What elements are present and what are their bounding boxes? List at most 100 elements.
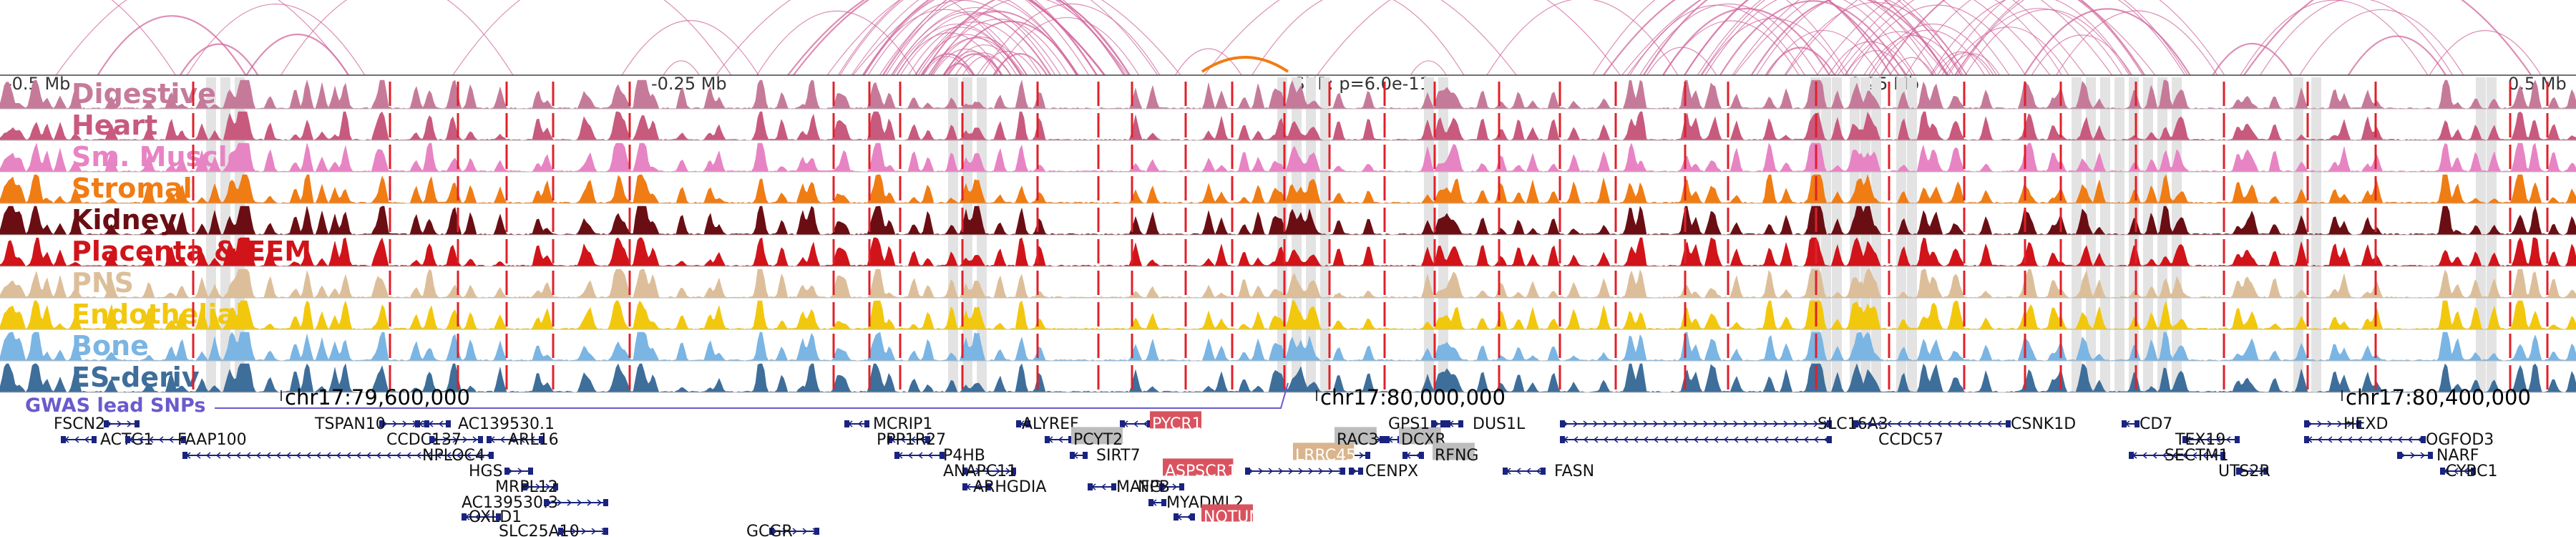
strand-chevron: [1058, 436, 1063, 443]
strand-chevron: [975, 483, 981, 490]
strand-chevron: [1573, 420, 1579, 427]
strand-chevron: [195, 452, 201, 459]
strand-chevron: [2142, 452, 2147, 459]
gene-label: RAC3: [1337, 431, 1378, 449]
gene-anapc11: ANAPC11: [943, 463, 1017, 480]
strand-chevron: [74, 436, 79, 443]
loop-arc: [1828, 41, 1913, 76]
strand-chevron: [1318, 468, 1324, 475]
strand-chevron: [205, 452, 211, 459]
track-pns: PNS: [0, 267, 2576, 299]
exon: [2135, 420, 2140, 427]
exon: [2471, 468, 2476, 475]
loop-arc: [1834, 0, 2062, 76]
strand-chevron: [1803, 436, 1809, 443]
exon: [1045, 436, 1050, 443]
gene-label: CCDC137: [386, 431, 462, 449]
exon: [379, 420, 384, 427]
strand-chevron: [476, 452, 482, 459]
strand-chevron: [1328, 468, 1334, 475]
strand-chevron: [1613, 436, 1619, 443]
strand-chevron: [1298, 468, 1304, 475]
gene-label: LRRC45: [1295, 447, 1356, 465]
gene-label: AC139530.3: [462, 494, 558, 512]
exon: [1385, 436, 1390, 443]
strand-chevron: [127, 420, 132, 427]
exon: [1431, 420, 1436, 427]
strand-chevron: [1946, 420, 1952, 427]
exon: [1159, 483, 1164, 490]
loop-arc: [923, 56, 971, 76]
strand-chevron: [535, 483, 541, 490]
loop-arc: [1204, 0, 1517, 76]
loop-arc: [1317, 0, 1621, 76]
exon: [181, 436, 186, 443]
strand-chevron: [2347, 420, 2353, 427]
loop-arc: [896, 32, 1003, 76]
gene-label: NARF: [2436, 447, 2479, 465]
exon: [522, 483, 527, 490]
strand-chevron: [1733, 420, 1739, 427]
strand-chevron: [927, 452, 933, 459]
gene-label: HGS: [469, 463, 503, 480]
gene-label: MAFG: [1116, 478, 1162, 496]
track-label: Heart: [72, 110, 157, 141]
exon: [1179, 483, 1184, 490]
strand-chevron: [1773, 420, 1779, 427]
strand-chevron: [1101, 483, 1106, 490]
exon: [2006, 420, 2011, 427]
strand-chevron: [1916, 420, 1922, 427]
track-label: Endothelial: [72, 299, 245, 330]
strand-chevron: [402, 420, 408, 427]
strand-chevron: [1703, 420, 1709, 427]
strand-chevron: [2225, 436, 2231, 443]
strand-chevron: [917, 452, 923, 459]
strand-chevron: [2205, 436, 2211, 443]
strand-chevron: [1793, 420, 1799, 427]
strand-chevron: [296, 452, 301, 459]
strand-chevron: [428, 420, 434, 427]
loop-arc: [1719, 0, 1907, 76]
gene-highlight-box: [1399, 427, 1441, 445]
exon: [1147, 420, 1152, 427]
loop-arc: [1592, 0, 1849, 76]
gene-ogfod3: OGFOD3: [2304, 431, 2494, 449]
gene-label: ARL16: [508, 431, 559, 449]
strand-chevron: [2182, 452, 2187, 459]
loop-arc: [852, 0, 1181, 76]
gene-aspscr1: ASPSCR1: [1163, 458, 1345, 480]
strand-chevron: [1623, 420, 1629, 427]
gene-highlight-box: [1335, 427, 1377, 445]
strand-chevron: [462, 436, 468, 443]
gene-label: TEX19: [2175, 431, 2225, 449]
strand-chevron: [286, 452, 291, 459]
loop-arc: [955, 52, 1012, 76]
strand-chevron: [1613, 420, 1619, 427]
strand-chevron: [474, 513, 480, 521]
exon: [1349, 468, 1354, 475]
exon: [553, 483, 558, 490]
strand-chevron: [1573, 436, 1579, 443]
strand-chevron: [1693, 436, 1699, 443]
strand-chevron: [857, 420, 863, 427]
signal-area: [0, 300, 2576, 330]
strand-chevron: [2347, 436, 2353, 443]
loop-arc: [621, 20, 759, 76]
strand-chevron: [1643, 436, 1649, 443]
gene-sectm1: SECTM1: [2129, 447, 2229, 465]
gene-mafg: MAFG: [1088, 478, 1162, 496]
exon: [894, 452, 899, 459]
exon: [1458, 420, 1463, 427]
exon: [814, 528, 819, 535]
gene-csnk1d: CSNK1D: [1853, 415, 2076, 433]
loop-arc: [1954, 0, 2225, 76]
strand-chevron: [1996, 420, 2002, 427]
gene-highlight-box: [1293, 442, 1355, 460]
gene-nploc4: NPLOC4: [182, 447, 494, 465]
strand-chevron: [1536, 468, 1541, 475]
exon: [2356, 420, 2361, 427]
gene-label: ASPSCR1: [1165, 463, 1237, 480]
gene-label: CD7: [2140, 415, 2172, 433]
gene-oxld1: OXLD1: [462, 508, 522, 526]
gene-hgs: HGS: [469, 463, 533, 480]
